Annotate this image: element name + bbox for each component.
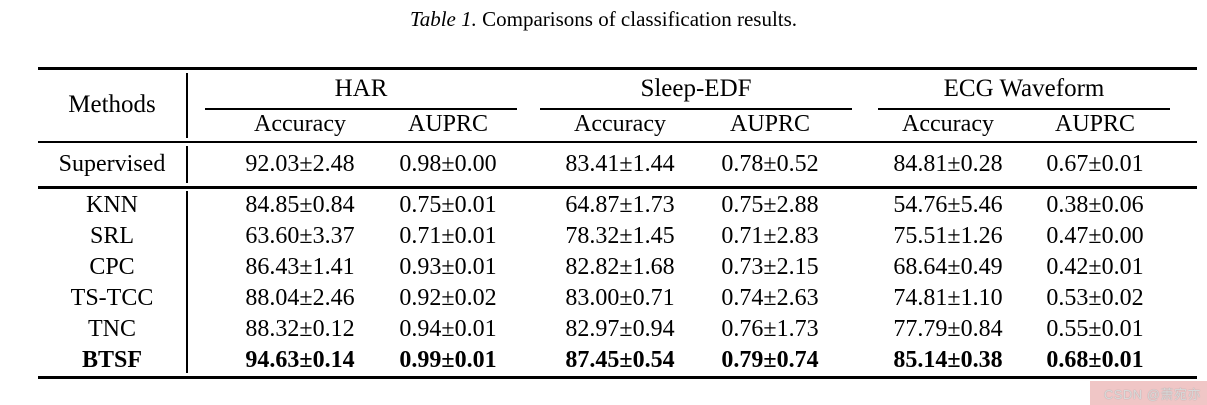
value-cell: 78.32±1.45: [565, 223, 675, 249]
value-cell: 0.38±0.06: [1046, 192, 1144, 218]
value-cell: 0.78±0.52: [721, 151, 819, 177]
value-cell: 87.45±0.54: [565, 347, 675, 373]
table-row-ts-tcc: TS-TCC 88.04±2.46 0.92±0.02 83.00±0.71 0…: [38, 283, 1197, 314]
table-row-srl: SRL 63.60±3.37 0.71±0.01 78.32±1.45 0.71…: [38, 221, 1197, 252]
value-cell: 83.00±0.71: [565, 285, 675, 311]
cmidrule-ecg-waveform: [878, 108, 1170, 110]
cmidrule-sleep-edf: [540, 108, 852, 110]
value-cell: 0.93±0.01: [399, 254, 497, 280]
value-cell: 94.63±0.14: [245, 347, 355, 373]
value-cell: 74.81±1.10: [893, 285, 1003, 311]
watermark-text: CSDN @萧宛亦: [1103, 387, 1201, 402]
value-cell: 0.73±2.15: [721, 254, 819, 280]
methods-divider-supervised: [186, 146, 188, 183]
subheader-har-accuracy: Accuracy: [254, 111, 346, 137]
value-cell: 0.92±0.02: [399, 285, 497, 311]
method-label: KNN: [86, 192, 138, 218]
value-cell: 0.75±0.01: [399, 192, 497, 218]
value-cell: 0.47±0.00: [1046, 223, 1144, 249]
table-top-rule: [38, 67, 1197, 70]
method-label: SRL: [89, 223, 134, 249]
method-label: CPC: [89, 254, 135, 280]
table-row-btsf: BTSF 94.63±0.14 0.99±0.01 87.45±0.54 0.7…: [38, 345, 1197, 376]
results-table: Methods HAR Sleep-EDF ECG Waveform Accur…: [38, 67, 1197, 382]
subheader-ecg-auprc: AUPRC: [1054, 111, 1136, 137]
table-caption: Table 1. Comparisons of classification r…: [0, 7, 1207, 32]
value-cell: 88.04±2.46: [245, 285, 355, 311]
value-cell: 84.81±0.28: [893, 151, 1003, 177]
method-label: Supervised: [58, 151, 166, 177]
value-cell: 0.99±0.01: [399, 347, 497, 373]
subheader-har-auprc: AUPRC: [407, 111, 489, 137]
value-cell: 0.76±1.73: [721, 316, 819, 342]
value-cell: 85.14±0.38: [893, 347, 1003, 373]
table-row-cpc: CPC 86.43±1.41 0.93±0.01 82.82±1.68 0.73…: [38, 252, 1197, 283]
table-body: KNN 84.85±0.84 0.75±0.01 64.87±1.73 0.75…: [38, 190, 1197, 376]
value-cell: 0.42±0.01: [1046, 254, 1144, 280]
value-cell: 0.53±0.02: [1046, 285, 1144, 311]
table-header-rule: [38, 141, 1197, 143]
value-cell: 54.76±5.46: [893, 192, 1003, 218]
method-label: TS-TCC: [70, 285, 154, 311]
value-cell: 0.98±0.00: [399, 151, 497, 177]
value-cell: 63.60±3.37: [245, 223, 355, 249]
value-cell: 77.79±0.84: [893, 316, 1003, 342]
table-supervised-rule: [38, 186, 1197, 189]
value-cell: 0.71±0.01: [399, 223, 497, 249]
value-cell: 0.67±0.01: [1046, 151, 1144, 177]
value-cell: 64.87±1.73: [565, 192, 675, 218]
table-caption-text: Comparisons of classification results.: [476, 7, 798, 31]
value-cell: 75.51±1.26: [893, 223, 1003, 249]
table-bottom-rule: [38, 376, 1197, 379]
value-cell: 68.64±0.49: [893, 254, 1003, 280]
value-cell: 0.74±2.63: [721, 285, 819, 311]
value-cell: 0.75±2.88: [721, 192, 819, 218]
method-label: BTSF: [81, 347, 143, 373]
group-header-har: HAR: [334, 75, 388, 102]
value-cell: 82.97±0.94: [565, 316, 675, 342]
value-cell: 0.71±2.83: [721, 223, 819, 249]
value-cell: 86.43±1.41: [245, 254, 355, 280]
table-caption-number: Table 1.: [409, 7, 477, 31]
table-row-knn: KNN 84.85±0.84 0.75±0.01 64.87±1.73 0.75…: [38, 190, 1197, 221]
value-cell: 0.94±0.01: [399, 316, 497, 342]
table-row-tnc: TNC 88.32±0.12 0.94±0.01 82.97±0.94 0.76…: [38, 314, 1197, 345]
value-cell: 0.68±0.01: [1046, 347, 1144, 373]
value-cell: 0.79±0.74: [721, 347, 819, 373]
method-label: TNC: [88, 316, 136, 342]
column-header-methods: Methods: [68, 91, 156, 118]
value-cell: 83.41±1.44: [565, 151, 675, 177]
subheader-sleep-accuracy: Accuracy: [574, 111, 666, 137]
cmidrule-har: [205, 108, 517, 110]
table-row-supervised: Supervised 92.03±2.48 0.98±0.00 83.41±1.…: [38, 143, 1197, 185]
methods-divider-header: [186, 73, 188, 138]
value-cell: 82.82±1.68: [565, 254, 675, 280]
value-cell: 92.03±2.48: [245, 151, 355, 177]
group-header-ecg-waveform: ECG Waveform: [943, 75, 1105, 102]
subheader-sleep-auprc: AUPRC: [729, 111, 811, 137]
value-cell: 88.32±0.12: [245, 316, 355, 342]
value-cell: 0.55±0.01: [1046, 316, 1144, 342]
group-header-sleep-edf: Sleep-EDF: [640, 75, 752, 102]
subheader-ecg-accuracy: Accuracy: [902, 111, 994, 137]
watermark-background: [1090, 381, 1207, 405]
value-cell: 84.85±0.84: [245, 192, 355, 218]
methods-divider-body: [186, 191, 188, 373]
